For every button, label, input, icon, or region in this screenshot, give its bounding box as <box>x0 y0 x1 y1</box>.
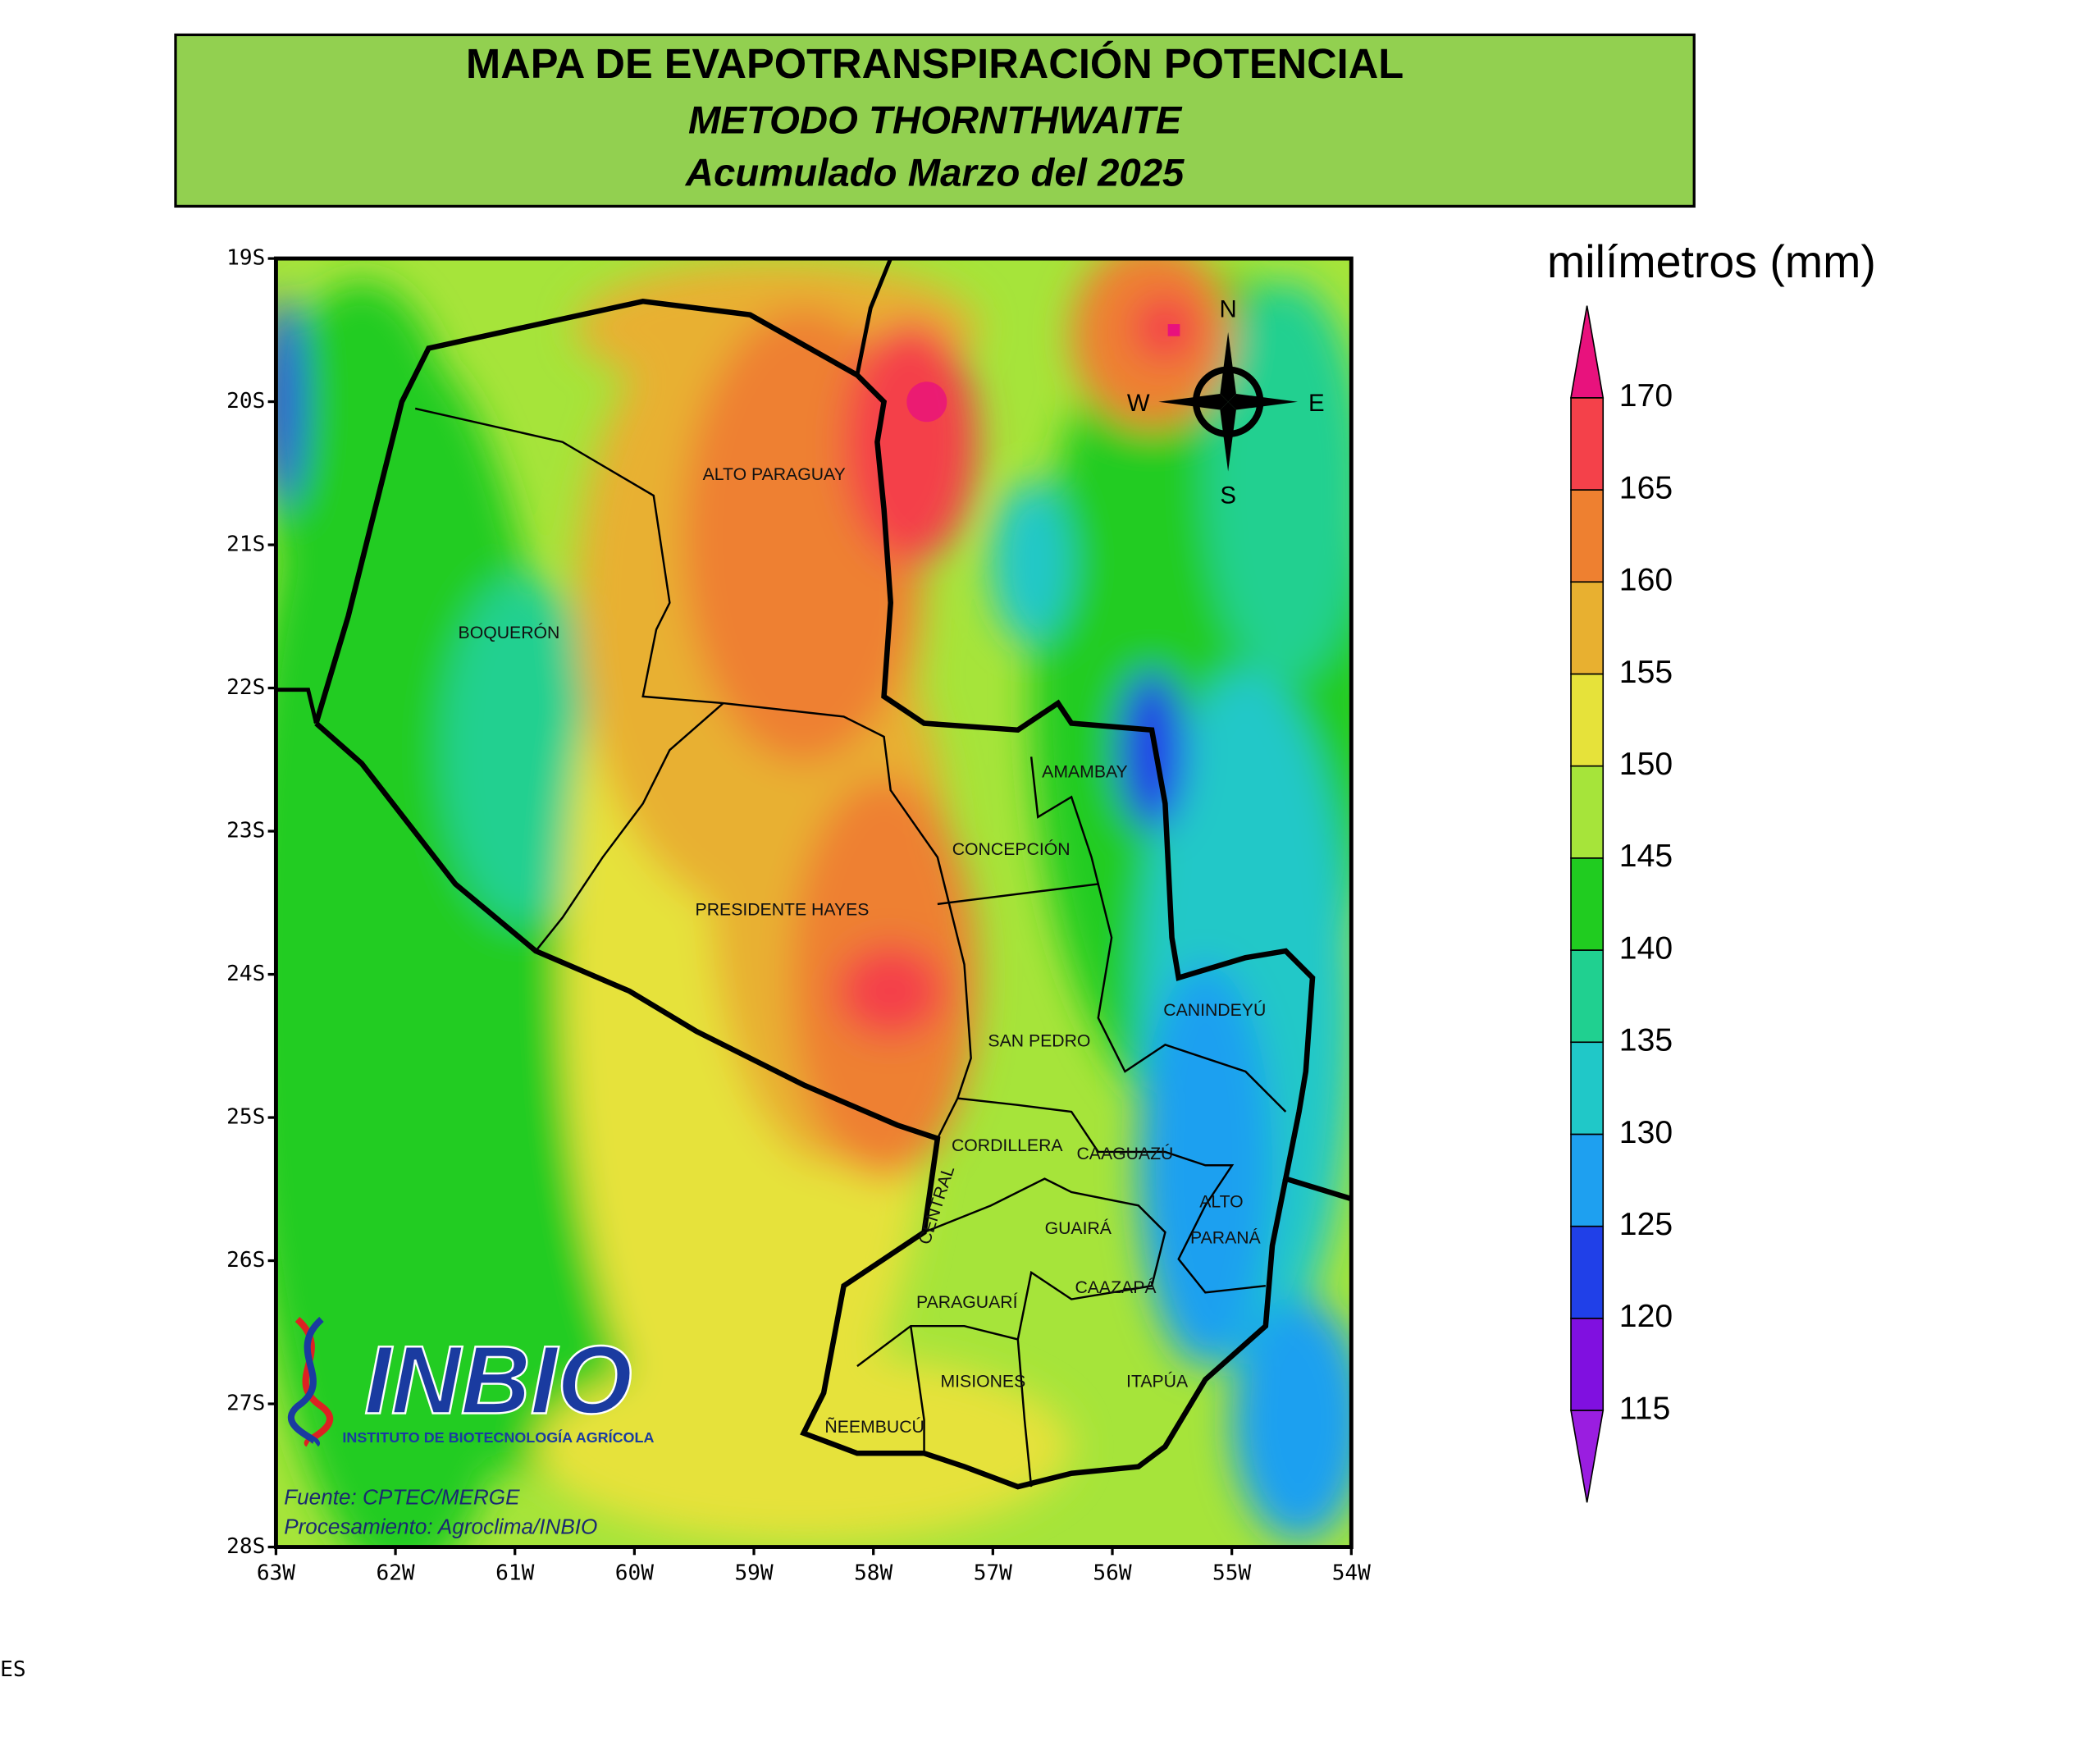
y-tick-label: 21S <box>226 532 265 557</box>
region-label: GUAIRÁ <box>1045 1218 1112 1238</box>
x-tick-label: 59W <box>734 1561 773 1586</box>
x-tick-label: 57W <box>974 1561 1012 1586</box>
subtitle: METODO THORNTHWAITE <box>688 99 1183 143</box>
footer-fragment: ES <box>0 1657 25 1682</box>
region-label: CAAGUAZÚ <box>1076 1143 1173 1163</box>
y-tick-label: 24S <box>226 962 265 986</box>
logo-subtitle: INSTITUTO DE BIOTECNOLOGÍA AGRÍCOLA <box>342 1428 654 1446</box>
compass-w: W <box>1127 390 1150 417</box>
region-label: AMAMBAY <box>1042 763 1128 782</box>
x-tick-label: 58W <box>854 1561 892 1586</box>
y-tick-label: 27S <box>226 1392 265 1416</box>
period: Acumulado Marzo del 2025 <box>685 151 1185 194</box>
title: MAPA DE EVAPOTRANSPIRACIÓN POTENCIAL <box>466 40 1404 87</box>
region-label: PARANÁ <box>1190 1227 1262 1248</box>
legend-label: 130 <box>1619 1115 1673 1150</box>
region-label: ÑEEMBUCÚ <box>824 1416 924 1437</box>
region-label: CANINDEYÚ <box>1163 999 1266 1020</box>
compass-n: N <box>1220 296 1237 323</box>
x-tick-label: 56W <box>1093 1561 1131 1586</box>
y-tick-label: 25S <box>226 1105 265 1130</box>
region-label: BOQUERÓN <box>459 622 560 642</box>
logo-name: INBIO <box>364 1326 632 1433</box>
processing: Procesamiento: Agroclima/INBIO <box>284 1515 597 1539</box>
legend-swatch <box>1570 489 1605 583</box>
legend-swatch <box>1570 397 1605 491</box>
x-tick-label: 54W <box>1332 1561 1371 1586</box>
legend-label: 160 <box>1619 563 1673 598</box>
region-label: ALTO PARAGUAY <box>703 465 846 484</box>
compass-s: S <box>1220 482 1236 509</box>
legend-label: 155 <box>1619 655 1673 690</box>
legend-swatch <box>1570 949 1605 1044</box>
region-label: PARAGUARÍ <box>916 1291 1018 1312</box>
legend-label: 165 <box>1619 470 1673 505</box>
y-tick-label: 23S <box>226 819 265 843</box>
region-label: CONCEPCIÓN <box>952 839 1071 859</box>
legend-label: 125 <box>1619 1207 1673 1242</box>
legend-label: 170 <box>1619 378 1673 414</box>
title-box <box>174 33 1696 208</box>
logo: INBIO INSTITUTO DE BIOTECNOLOGÍA AGRÍCOL… <box>287 1316 654 1447</box>
region-label: MISIONES <box>940 1372 1025 1391</box>
region-label: CAAZAPÁ <box>1075 1277 1157 1297</box>
region-label: CORDILLERA <box>952 1136 1063 1155</box>
x-tick-label: 61W <box>495 1561 534 1586</box>
y-tick-label: 20S <box>226 389 265 414</box>
legend-swatch <box>1570 673 1605 767</box>
legend-label: 150 <box>1619 747 1673 782</box>
region-label: SAN PEDRO <box>988 1032 1090 1051</box>
legend-label: 135 <box>1619 1023 1673 1058</box>
legend-swatch <box>1570 581 1605 675</box>
x-tick-label: 62W <box>376 1561 414 1586</box>
legend-swatch <box>1570 765 1605 859</box>
compass: N S E W <box>1127 296 1325 510</box>
legend-label: 120 <box>1619 1299 1673 1334</box>
y-tick-label: 22S <box>226 675 265 700</box>
map-field <box>276 258 1352 1547</box>
legend-label: 115 <box>1619 1391 1670 1426</box>
y-tick-label: 28S <box>226 1534 265 1559</box>
region-label: ITAPÚA <box>1126 1370 1189 1391</box>
legend-title: milímetros (mm) <box>1547 236 1876 287</box>
legend-label: 140 <box>1619 930 1673 966</box>
legend-swatch <box>1570 1041 1605 1136</box>
x-tick-label: 63W <box>257 1561 295 1586</box>
x-tick-label: 60W <box>615 1561 654 1586</box>
x-tick-label: 55W <box>1212 1561 1251 1586</box>
y-tick-label: 19S <box>226 246 265 271</box>
legend-label: 145 <box>1619 839 1673 874</box>
region-label: PRESIDENTE HAYES <box>696 901 870 920</box>
source: Fuente: CPTEC/MERGE <box>284 1485 520 1510</box>
map-frame <box>273 256 1354 1549</box>
compass-e: E <box>1308 390 1325 417</box>
region-label: ALTO <box>1199 1193 1243 1212</box>
legend: 115 120 125 130 135 140 145 150 155 160 165 170 <box>1570 305 1673 1503</box>
legend-swatch <box>1570 857 1605 951</box>
y-tick-label: 26S <box>226 1248 265 1273</box>
legend-swatch <box>1570 1225 1605 1319</box>
legend-low <box>1570 1410 1605 1503</box>
legend-high <box>1570 305 1605 399</box>
legend-swatch <box>1570 1133 1605 1227</box>
legend-swatch <box>1570 1318 1605 1411</box>
